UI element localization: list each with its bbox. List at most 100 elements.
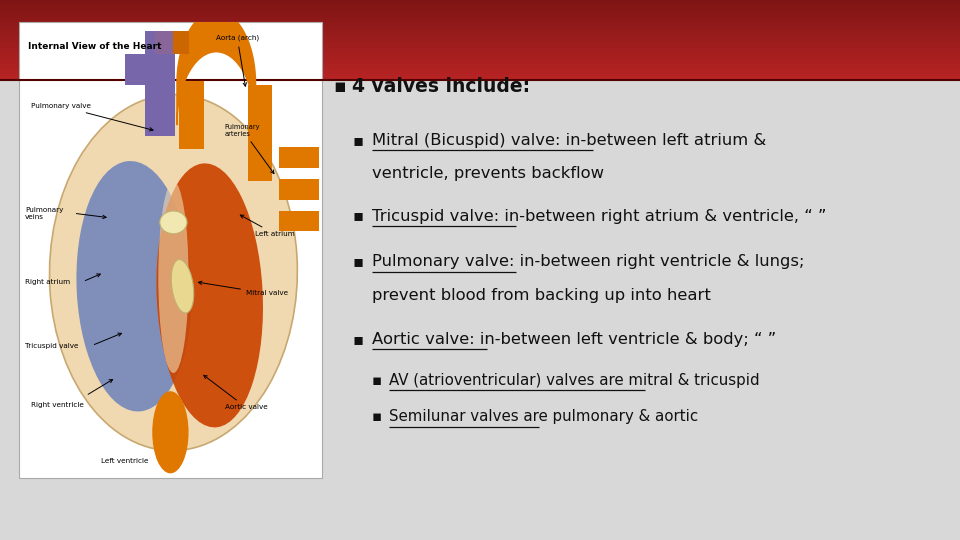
Bar: [0, 49, 960, 50]
Ellipse shape: [158, 181, 188, 373]
Bar: [0, 30, 960, 31]
Ellipse shape: [153, 391, 188, 474]
Bar: [0, 60, 960, 61]
Bar: [0, 7, 960, 8]
Bar: [0, 57, 960, 58]
Bar: [0, 45, 960, 46]
Ellipse shape: [77, 161, 192, 411]
Bar: [0, 50, 960, 51]
Text: Aortic valve: in-between left ventricle & body; “ ”: Aortic valve: in-between left ventricle …: [372, 332, 776, 347]
Text: ▪: ▪: [352, 332, 364, 347]
Text: Pulmonary
veins: Pulmonary veins: [25, 207, 63, 220]
Bar: [0, 12, 960, 13]
Bar: [0, 56, 960, 57]
Bar: [0, 40, 960, 41]
Bar: [0, 37, 960, 38]
Bar: [0, 48, 960, 49]
Bar: [0, 32, 960, 33]
Bar: [0, 31, 960, 32]
Bar: [0, 53, 960, 54]
Bar: [156, 31, 174, 53]
Bar: [0, 75, 960, 76]
Text: AV (atrioventricular) valves are mitral & tricuspid: AV (atrioventricular) valves are mitral …: [389, 373, 759, 388]
Text: Semilunar valves are pulmonary & aortic: Semilunar valves are pulmonary & aortic: [389, 409, 698, 424]
Bar: [0, 76, 960, 77]
Bar: [0, 51, 960, 52]
Bar: [145, 31, 175, 136]
Text: The Adult Heart: The Adult Heart: [69, 26, 318, 54]
Text: Mitral (Bicuspid) valve: in-between left atrium &: Mitral (Bicuspid) valve: in-between left…: [372, 133, 766, 148]
Bar: [0, 3, 960, 4]
Text: Right ventricle: Right ventricle: [32, 402, 84, 408]
Bar: [0, 34, 960, 35]
Bar: [0, 41, 960, 42]
Text: Internal View of the Heart: Internal View of the Heart: [28, 42, 162, 51]
Bar: [0, 18, 960, 19]
Bar: [0, 9, 960, 10]
Bar: [279, 211, 319, 232]
Bar: [0, 62, 960, 63]
Bar: [0, 25, 960, 26]
Bar: [0, 26, 960, 27]
Text: Right atrium: Right atrium: [25, 279, 70, 285]
Text: ▪: ▪: [352, 208, 364, 224]
Bar: [0, 15, 960, 16]
Text: Left ventricle: Left ventricle: [102, 458, 149, 464]
Bar: [0, 10, 960, 11]
Bar: [0, 38, 960, 39]
Text: 4 valves include:: 4 valves include:: [352, 77, 531, 96]
Bar: [0, 66, 960, 67]
Ellipse shape: [156, 164, 263, 427]
Bar: [19, 22, 322, 478]
Text: ventricle, prevents backflow: ventricle, prevents backflow: [372, 166, 604, 181]
Bar: [0, 2, 960, 3]
Bar: [0, 39, 960, 40]
Bar: [0, 6, 960, 7]
Bar: [0, 46, 960, 47]
Text: Aortic valve: Aortic valve: [204, 375, 268, 410]
Bar: [0, 27, 960, 28]
Bar: [0, 64, 960, 65]
Ellipse shape: [171, 260, 194, 313]
Bar: [0, 23, 960, 24]
Bar: [0, 78, 960, 79]
Bar: [0, 52, 960, 53]
Bar: [0, 63, 960, 64]
Bar: [0, 19, 960, 20]
Bar: [0, 42, 960, 43]
Bar: [0, 73, 960, 74]
Bar: [0, 14, 960, 15]
Bar: [0, 29, 960, 30]
Bar: [0, 16, 960, 17]
Bar: [0, 13, 960, 14]
Bar: [0, 68, 960, 69]
Bar: [0, 35, 960, 36]
Bar: [0, 55, 960, 56]
Text: Pulmonary valve: Pulmonary valve: [32, 103, 153, 131]
Text: ▪: ▪: [352, 254, 364, 269]
Text: ▪: ▪: [372, 409, 382, 424]
Text: ▪: ▪: [372, 373, 382, 388]
Bar: [0, 58, 960, 59]
Bar: [0, 0, 960, 1]
Bar: [0, 22, 960, 23]
Bar: [0, 43, 960, 44]
Text: Left atrium: Left atrium: [240, 215, 295, 237]
Bar: [0, 54, 960, 55]
Text: Mitral valve: Mitral valve: [199, 281, 288, 296]
Bar: [279, 147, 319, 167]
Bar: [0, 77, 960, 78]
Bar: [0, 21, 960, 22]
Text: Pulmonary
arteries: Pulmonary arteries: [225, 124, 274, 173]
Text: ▪: ▪: [352, 133, 364, 148]
Bar: [0, 1, 960, 2]
Bar: [125, 53, 171, 85]
Bar: [0, 17, 960, 18]
Bar: [0, 5, 960, 6]
Bar: [0, 59, 960, 60]
Bar: [174, 31, 188, 53]
Bar: [0, 79, 960, 80]
Bar: [0, 28, 960, 29]
Bar: [0, 44, 960, 45]
Text: prevent blood from backing up into heart: prevent blood from backing up into heart: [372, 288, 710, 303]
